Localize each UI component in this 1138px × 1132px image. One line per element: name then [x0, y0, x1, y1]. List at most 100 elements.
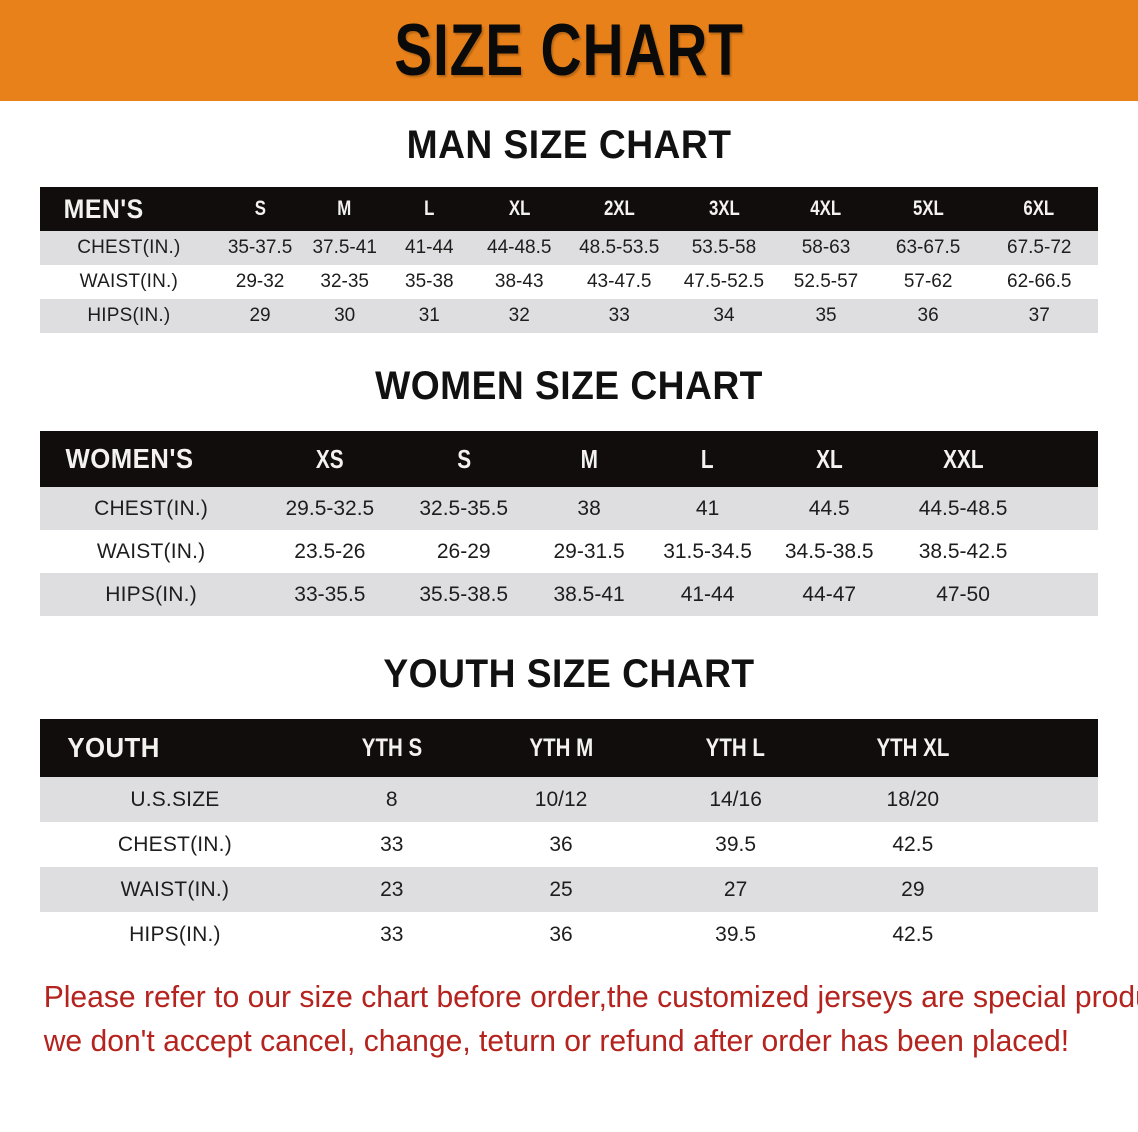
table-cell: 38: [577, 496, 601, 520]
table-cell: 53.5-58: [691, 237, 757, 258]
table-cell: 32: [508, 305, 530, 326]
table-cell: 44-48.5: [487, 237, 552, 258]
women-row-label-chest: CHEST(IN.): [94, 496, 209, 520]
table-cell: 31.5-34.5: [663, 539, 752, 563]
table-cell: 23: [380, 877, 404, 901]
table-cell-spacer: [1034, 573, 1098, 616]
table-row: HIPS(IN.) 29 30 31 32 33 34 35 36 37: [40, 299, 1098, 333]
table-cell: 63-67.5: [895, 237, 961, 258]
man-header-size-2xl: 2XL: [603, 197, 635, 220]
table-cell: 29: [249, 305, 271, 326]
man-header-label: MEN'S: [63, 193, 144, 224]
table-cell: 43-47.5: [586, 271, 652, 292]
table-cell-spacer: [1003, 822, 1098, 867]
table-row: WAIST(IN.) 23.5-26 26-29 29-31.5 31.5-34…: [40, 530, 1098, 573]
table-cell: 37: [1028, 305, 1050, 326]
man-row-label-waist: WAIST(IN.): [79, 271, 179, 292]
table-cell: 36: [549, 922, 573, 946]
table-row: U.S.SIZE 8 10/12 14/16 18/20: [40, 777, 1098, 822]
table-cell: 33-35.5: [294, 582, 366, 606]
table-cell: 34.5-38.5: [784, 539, 874, 563]
man-header-size-xl: XL: [508, 197, 530, 220]
table-cell: 39.5: [715, 922, 757, 946]
table-cell: 33: [608, 305, 630, 326]
table-cell-spacer: [1003, 867, 1098, 912]
table-cell: 8: [385, 787, 398, 811]
women-header-size-xs: XS: [316, 443, 344, 474]
table-row: HIPS(IN.) 33 36 39.5 42.5: [40, 912, 1098, 957]
table-cell: 33: [380, 832, 404, 856]
youth-header-size-s: YTH S: [361, 733, 422, 762]
youth-header-size-m: YTH M: [529, 733, 593, 762]
table-cell: 42.5: [892, 922, 934, 946]
table-row: CHEST(IN.) 29.5-32.5 32.5-35.5 38 41 44.…: [40, 487, 1098, 530]
women-header-size-xl: XL: [815, 443, 843, 474]
man-size-table-wrapper: MEN'S S M L XL 2XL 3XL 4XL 5XL 6XL CHEST…: [40, 187, 1098, 333]
table-cell: 32.5-35.5: [419, 496, 509, 520]
table-cell: 52.5-57: [793, 271, 859, 292]
table-cell: 23.5-26: [294, 539, 366, 563]
table-cell: 33: [380, 922, 404, 946]
table-row: HIPS(IN.) 33-35.5 35.5-38.5 38.5-41 41-4…: [40, 573, 1098, 616]
table-cell: 41-44: [405, 237, 454, 258]
youth-header-size-l: YTH L: [705, 733, 766, 762]
table-cell: 58-63: [801, 237, 851, 258]
table-row: WAIST(IN.) 23 25 27 29: [40, 867, 1098, 912]
women-header-size-xxl: XXL: [942, 443, 984, 474]
table-cell-spacer: [1003, 912, 1098, 957]
page-banner: SIZE CHART: [0, 0, 1138, 101]
table-cell: 57-62: [903, 271, 953, 292]
women-header-spacer: [1034, 431, 1098, 487]
table-cell: 18/20: [886, 787, 940, 811]
page-title: SIZE CHART: [394, 10, 744, 91]
youth-row-label-waist: WAIST(IN.): [120, 877, 230, 901]
man-section-title: MAN SIZE CHART: [406, 123, 732, 167]
man-header-size-4xl: 4XL: [810, 197, 842, 220]
youth-header-spacer: [1003, 719, 1098, 777]
table-cell: 44-47: [802, 582, 857, 606]
table-cell: 34: [713, 305, 735, 326]
table-cell-spacer: [1034, 530, 1098, 573]
women-header-label: WOMEN'S: [65, 443, 194, 474]
table-row: WAIST(IN.) 29-32 32-35 35-38 38-43 43-47…: [40, 265, 1098, 299]
women-section-title: WOMEN SIZE CHART: [375, 364, 763, 408]
table-cell: 38.5-42.5: [918, 539, 1008, 563]
table-row: CHEST(IN.) 35-37.5 37.5-41 41-44 44-48.5…: [40, 231, 1098, 265]
man-row-label-chest: CHEST(IN.): [77, 237, 181, 258]
table-cell: 31: [418, 305, 440, 326]
table-cell-spacer: [1034, 487, 1098, 530]
table-cell: 29-32: [235, 271, 285, 292]
table-cell: 25: [549, 877, 573, 901]
man-header-size-l: L: [424, 197, 435, 220]
youth-header-size-xl: YTH XL: [876, 733, 950, 762]
man-header-size-6xl: 6XL: [1023, 197, 1055, 220]
table-cell: 30: [334, 305, 356, 326]
table-cell: 26-29: [436, 539, 491, 563]
table-cell: 44.5-48.5: [918, 496, 1008, 520]
table-cell: 38.5-41: [553, 582, 625, 606]
footer-disclaimer-line-1: Please refer to our size chart before or…: [43, 979, 1138, 1014]
table-cell: 29-31.5: [553, 539, 625, 563]
table-cell: 37.5-41: [312, 237, 377, 258]
youth-row-label-us-size: U.S.SIZE: [130, 787, 220, 811]
footer-disclaimer: Please refer to our size chart before or…: [34, 975, 1138, 1063]
table-row: CHEST(IN.) 33 36 39.5 42.5: [40, 822, 1098, 867]
youth-header-label: YOUTH: [67, 732, 160, 763]
women-size-table: WOMEN'S XS S M L XL XXL CHEST(IN.) 29.5-…: [40, 431, 1098, 616]
man-header-size-s: S: [254, 197, 266, 220]
youth-size-table-wrapper: YOUTH YTH S YTH M YTH L YTH XL U.S.SIZE …: [40, 719, 1098, 957]
youth-row-label-chest: CHEST(IN.): [117, 832, 232, 856]
table-cell: 62-66.5: [1007, 271, 1072, 292]
table-cell: 36: [917, 305, 939, 326]
man-table-header-row: MEN'S S M L XL 2XL 3XL 4XL 5XL 6XL: [40, 187, 1098, 231]
youth-section-title: YOUTH SIZE CHART: [383, 652, 755, 696]
table-cell: 38-43: [494, 271, 544, 292]
table-cell: 47.5-52.5: [683, 271, 765, 292]
women-header-size-l: L: [701, 443, 714, 474]
table-cell: 35-38: [405, 271, 454, 292]
youth-row-label-hips: HIPS(IN.): [129, 922, 221, 946]
women-size-table-wrapper: WOMEN'S XS S M L XL XXL CHEST(IN.) 29.5-…: [40, 431, 1098, 616]
women-row-label-waist: WAIST(IN.): [96, 539, 206, 563]
man-size-table: MEN'S S M L XL 2XL 3XL 4XL 5XL 6XL CHEST…: [40, 187, 1098, 333]
table-cell: 29.5-32.5: [285, 496, 375, 520]
